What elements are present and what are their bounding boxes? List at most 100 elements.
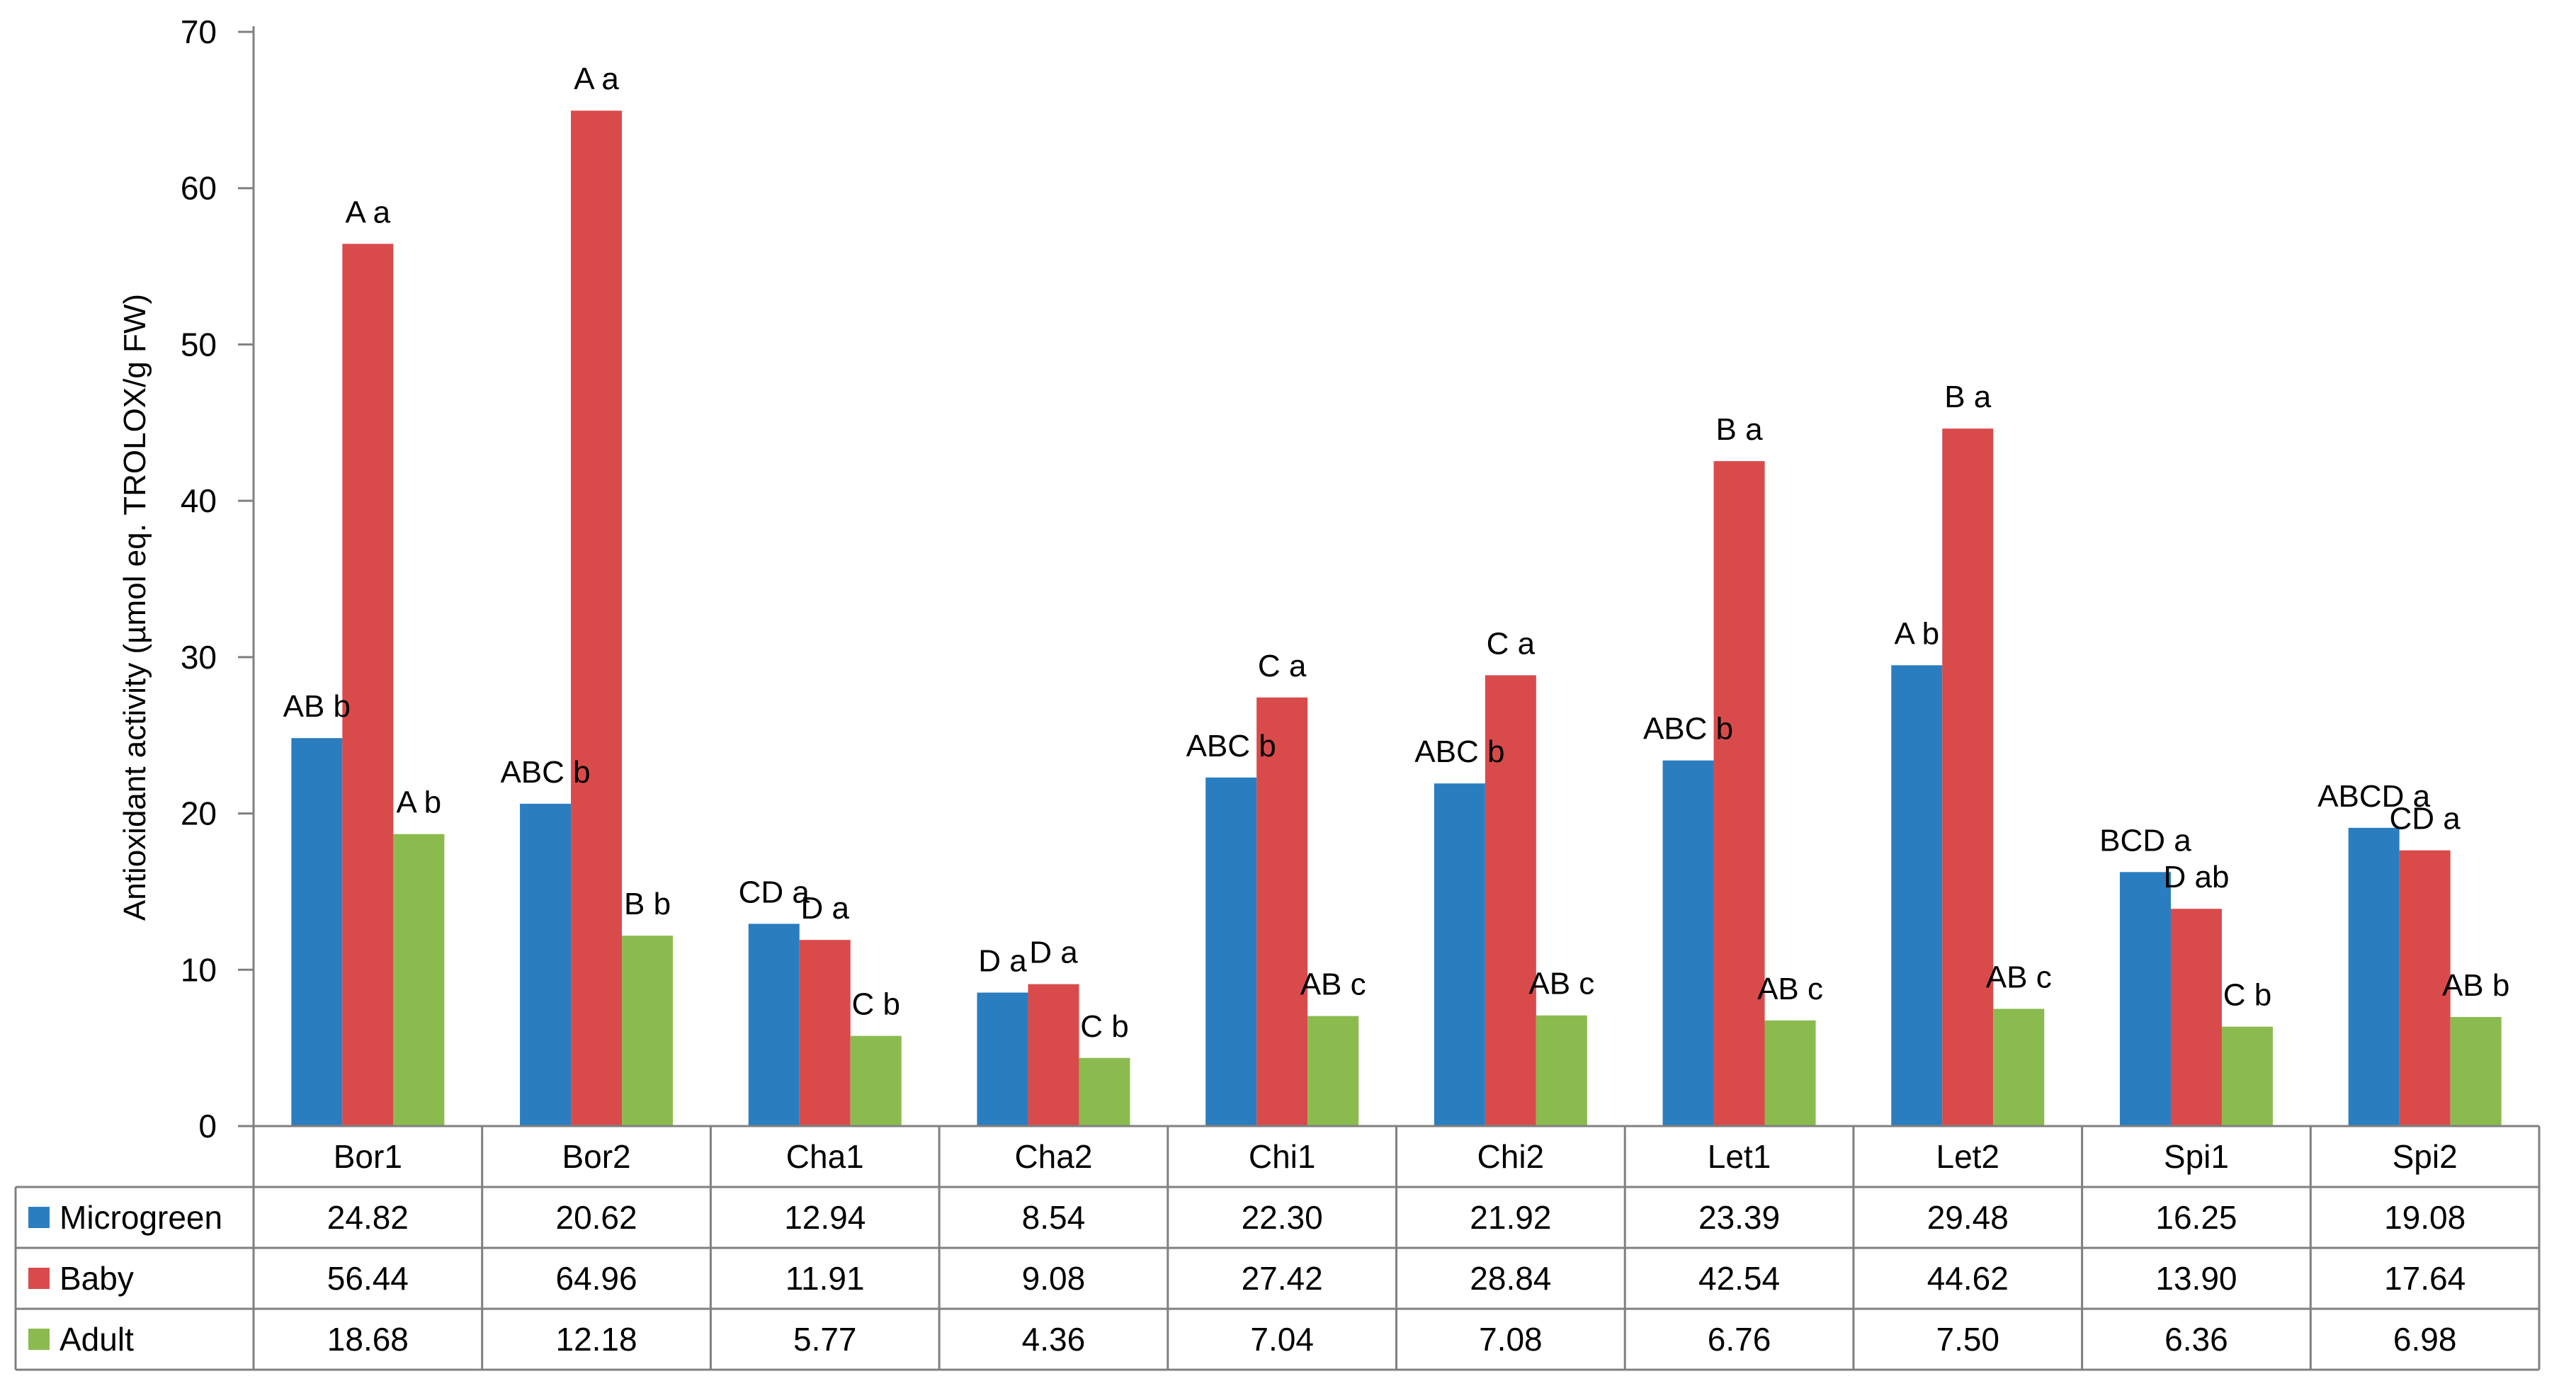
bar-baby-let2 bbox=[1942, 428, 1994, 1126]
bar-label-baby-chi1: C a bbox=[1258, 649, 1307, 683]
bar-label-baby-bor1: A a bbox=[346, 195, 391, 229]
table-cell-microgreen-cha1: 12.94 bbox=[784, 1199, 866, 1236]
table-cell-adult-chi1: 7.04 bbox=[1250, 1321, 1314, 1358]
bar-adult-cha2 bbox=[1079, 1057, 1130, 1126]
category-label-spi2: Spi2 bbox=[2393, 1138, 2458, 1175]
table-cell-adult-bor2: 12.18 bbox=[555, 1321, 637, 1358]
bar-adult-chi2 bbox=[1536, 1015, 1587, 1126]
bar-label-microgreen-cha1: CD a bbox=[739, 875, 810, 909]
table-cell-baby-spi2: 17.64 bbox=[2384, 1260, 2466, 1297]
bar-label-adult-bor2: B b bbox=[624, 887, 671, 921]
table-cell-baby-chi2: 28.84 bbox=[1470, 1260, 1551, 1297]
bar-adult-cha1 bbox=[850, 1035, 902, 1126]
bar-microgreen-bor2 bbox=[520, 803, 572, 1126]
legend-swatch-adult bbox=[28, 1329, 50, 1350]
bar-label-microgreen-let2: A b bbox=[1894, 616, 1939, 651]
category-label-bor1: Bor1 bbox=[334, 1138, 402, 1175]
bar-microgreen-let1 bbox=[1662, 760, 1714, 1126]
table-cell-adult-spi2: 6.98 bbox=[2393, 1321, 2457, 1358]
y-axis-title: Antioxidant activity (µmol eq. TROLOX/g … bbox=[118, 294, 152, 921]
bar-label-adult-chi2: AB c bbox=[1528, 967, 1594, 1001]
bar-adult-chi1 bbox=[1307, 1016, 1359, 1126]
bar-label-baby-chi2: C a bbox=[1487, 626, 1536, 661]
y-tick-label: 0 bbox=[198, 1108, 217, 1144]
bar-label-microgreen-cha2: D a bbox=[978, 944, 1027, 979]
table-cell-microgreen-spi2: 19.08 bbox=[2384, 1199, 2466, 1236]
bar-label-adult-cha1: C b bbox=[852, 987, 900, 1022]
bar-label-baby-cha1: D a bbox=[801, 891, 850, 926]
bar-microgreen-spi2 bbox=[2348, 827, 2400, 1126]
bar-label-microgreen-spi1: BCD a bbox=[2099, 823, 2191, 858]
table-cell-baby-bor2: 64.96 bbox=[555, 1260, 637, 1297]
bar-label-adult-spi1: C b bbox=[2223, 978, 2271, 1013]
table-cell-microgreen-chi2: 21.92 bbox=[1470, 1199, 1551, 1236]
table-cell-adult-let2: 7.50 bbox=[1936, 1321, 1999, 1358]
category-label-let2: Let2 bbox=[1936, 1138, 1999, 1175]
bar-baby-chi1 bbox=[1256, 697, 1308, 1126]
bar-label-microgreen-let1: ABC b bbox=[1643, 712, 1733, 746]
legend-label-baby: Baby bbox=[59, 1260, 134, 1297]
y-tick-label: 20 bbox=[181, 795, 217, 832]
data-table: Bor1 Bor2 Cha1 Cha2 Chi1 Chi2 Let1 Let2 Spi1 Spi2… bbox=[14, 1125, 2541, 1371]
bar-label-baby-spi2: CD a bbox=[2390, 802, 2461, 836]
bars-layer bbox=[291, 110, 2502, 1127]
bar-label-baby-spi1: D ab bbox=[2163, 860, 2229, 894]
bar-label-adult-spi2: AB b bbox=[2442, 968, 2509, 1003]
category-label-let1: Let1 bbox=[1708, 1138, 1771, 1175]
bar-baby-cha1 bbox=[799, 940, 851, 1126]
y-tick-label: 60 bbox=[181, 170, 217, 207]
bar-label-adult-bor1: A b bbox=[397, 785, 442, 820]
table-cell-microgreen-bor1: 24.82 bbox=[327, 1199, 409, 1236]
bar-label-adult-let1: AB c bbox=[1757, 972, 1823, 1006]
bar-adult-spi2 bbox=[2450, 1016, 2502, 1126]
bar-label-adult-cha2: C b bbox=[1080, 1009, 1128, 1044]
bar-baby-spi2 bbox=[2399, 850, 2451, 1126]
bar-baby-bor1 bbox=[342, 244, 394, 1126]
bar-baby-spi1 bbox=[2170, 909, 2222, 1126]
table-cell-baby-cha1: 11.91 bbox=[785, 1260, 865, 1297]
table-cell-baby-let1: 42.54 bbox=[1698, 1260, 1780, 1297]
table-cell-adult-let1: 6.76 bbox=[1708, 1321, 1771, 1358]
bar-label-baby-let1: B a bbox=[1716, 412, 1764, 447]
bar-label-baby-cha2: D a bbox=[1029, 936, 1078, 970]
bar-label-microgreen-chi2: ABC b bbox=[1414, 734, 1504, 769]
y-tick-label: 70 bbox=[181, 13, 217, 50]
bar-label-microgreen-spi2: ABCD a bbox=[2317, 779, 2430, 814]
y-tick-label: 50 bbox=[181, 326, 217, 363]
bar-microgreen-cha2 bbox=[977, 992, 1028, 1126]
bar-baby-let1 bbox=[1713, 461, 1765, 1126]
bar-adult-bor1 bbox=[393, 834, 445, 1126]
category-label-bor2: Bor2 bbox=[562, 1138, 630, 1175]
table-cell-baby-spi1: 13.90 bbox=[2155, 1260, 2237, 1297]
bar-label-adult-chi1: AB c bbox=[1300, 967, 1366, 1002]
legend-label-microgreen: Microgreen bbox=[59, 1199, 222, 1236]
y-tick-label: 10 bbox=[181, 951, 217, 988]
bar-adult-bor2 bbox=[622, 936, 674, 1126]
bar-label-adult-let2: AB c bbox=[1986, 960, 2052, 994]
table-cell-baby-bor1: 56.44 bbox=[327, 1260, 409, 1297]
table-cell-adult-cha1: 5.77 bbox=[793, 1321, 857, 1358]
bar-microgreen-spi1 bbox=[2119, 872, 2171, 1126]
table-cell-microgreen-let2: 29.48 bbox=[1927, 1199, 2009, 1236]
bar-label-microgreen-bor1: AB b bbox=[283, 689, 351, 724]
legend-label-adult: Adult bbox=[59, 1321, 134, 1358]
bar-adult-spi1 bbox=[2221, 1026, 2273, 1126]
table-cell-microgreen-cha2: 8.54 bbox=[1022, 1199, 1086, 1236]
table-cell-adult-chi2: 7.08 bbox=[1479, 1321, 1543, 1358]
y-tick-label: 30 bbox=[181, 639, 217, 676]
bar-microgreen-cha1 bbox=[748, 924, 800, 1126]
bar-microgreen-let2 bbox=[1891, 665, 1943, 1126]
table-cell-microgreen-chi1: 22.30 bbox=[1242, 1199, 1323, 1236]
bar-label-baby-let2: B a bbox=[1944, 380, 1992, 414]
bar-microgreen-chi2 bbox=[1434, 783, 1485, 1126]
y-tick-label: 40 bbox=[181, 482, 217, 519]
bar-microgreen-chi1 bbox=[1205, 777, 1257, 1126]
table-cell-microgreen-bor2: 20.62 bbox=[555, 1199, 637, 1236]
legend-swatch-microgreen bbox=[28, 1207, 50, 1228]
category-label-cha2: Cha2 bbox=[1014, 1138, 1092, 1175]
legend-swatch-baby bbox=[28, 1268, 50, 1289]
bar-label-microgreen-chi1: ABC b bbox=[1186, 729, 1276, 763]
